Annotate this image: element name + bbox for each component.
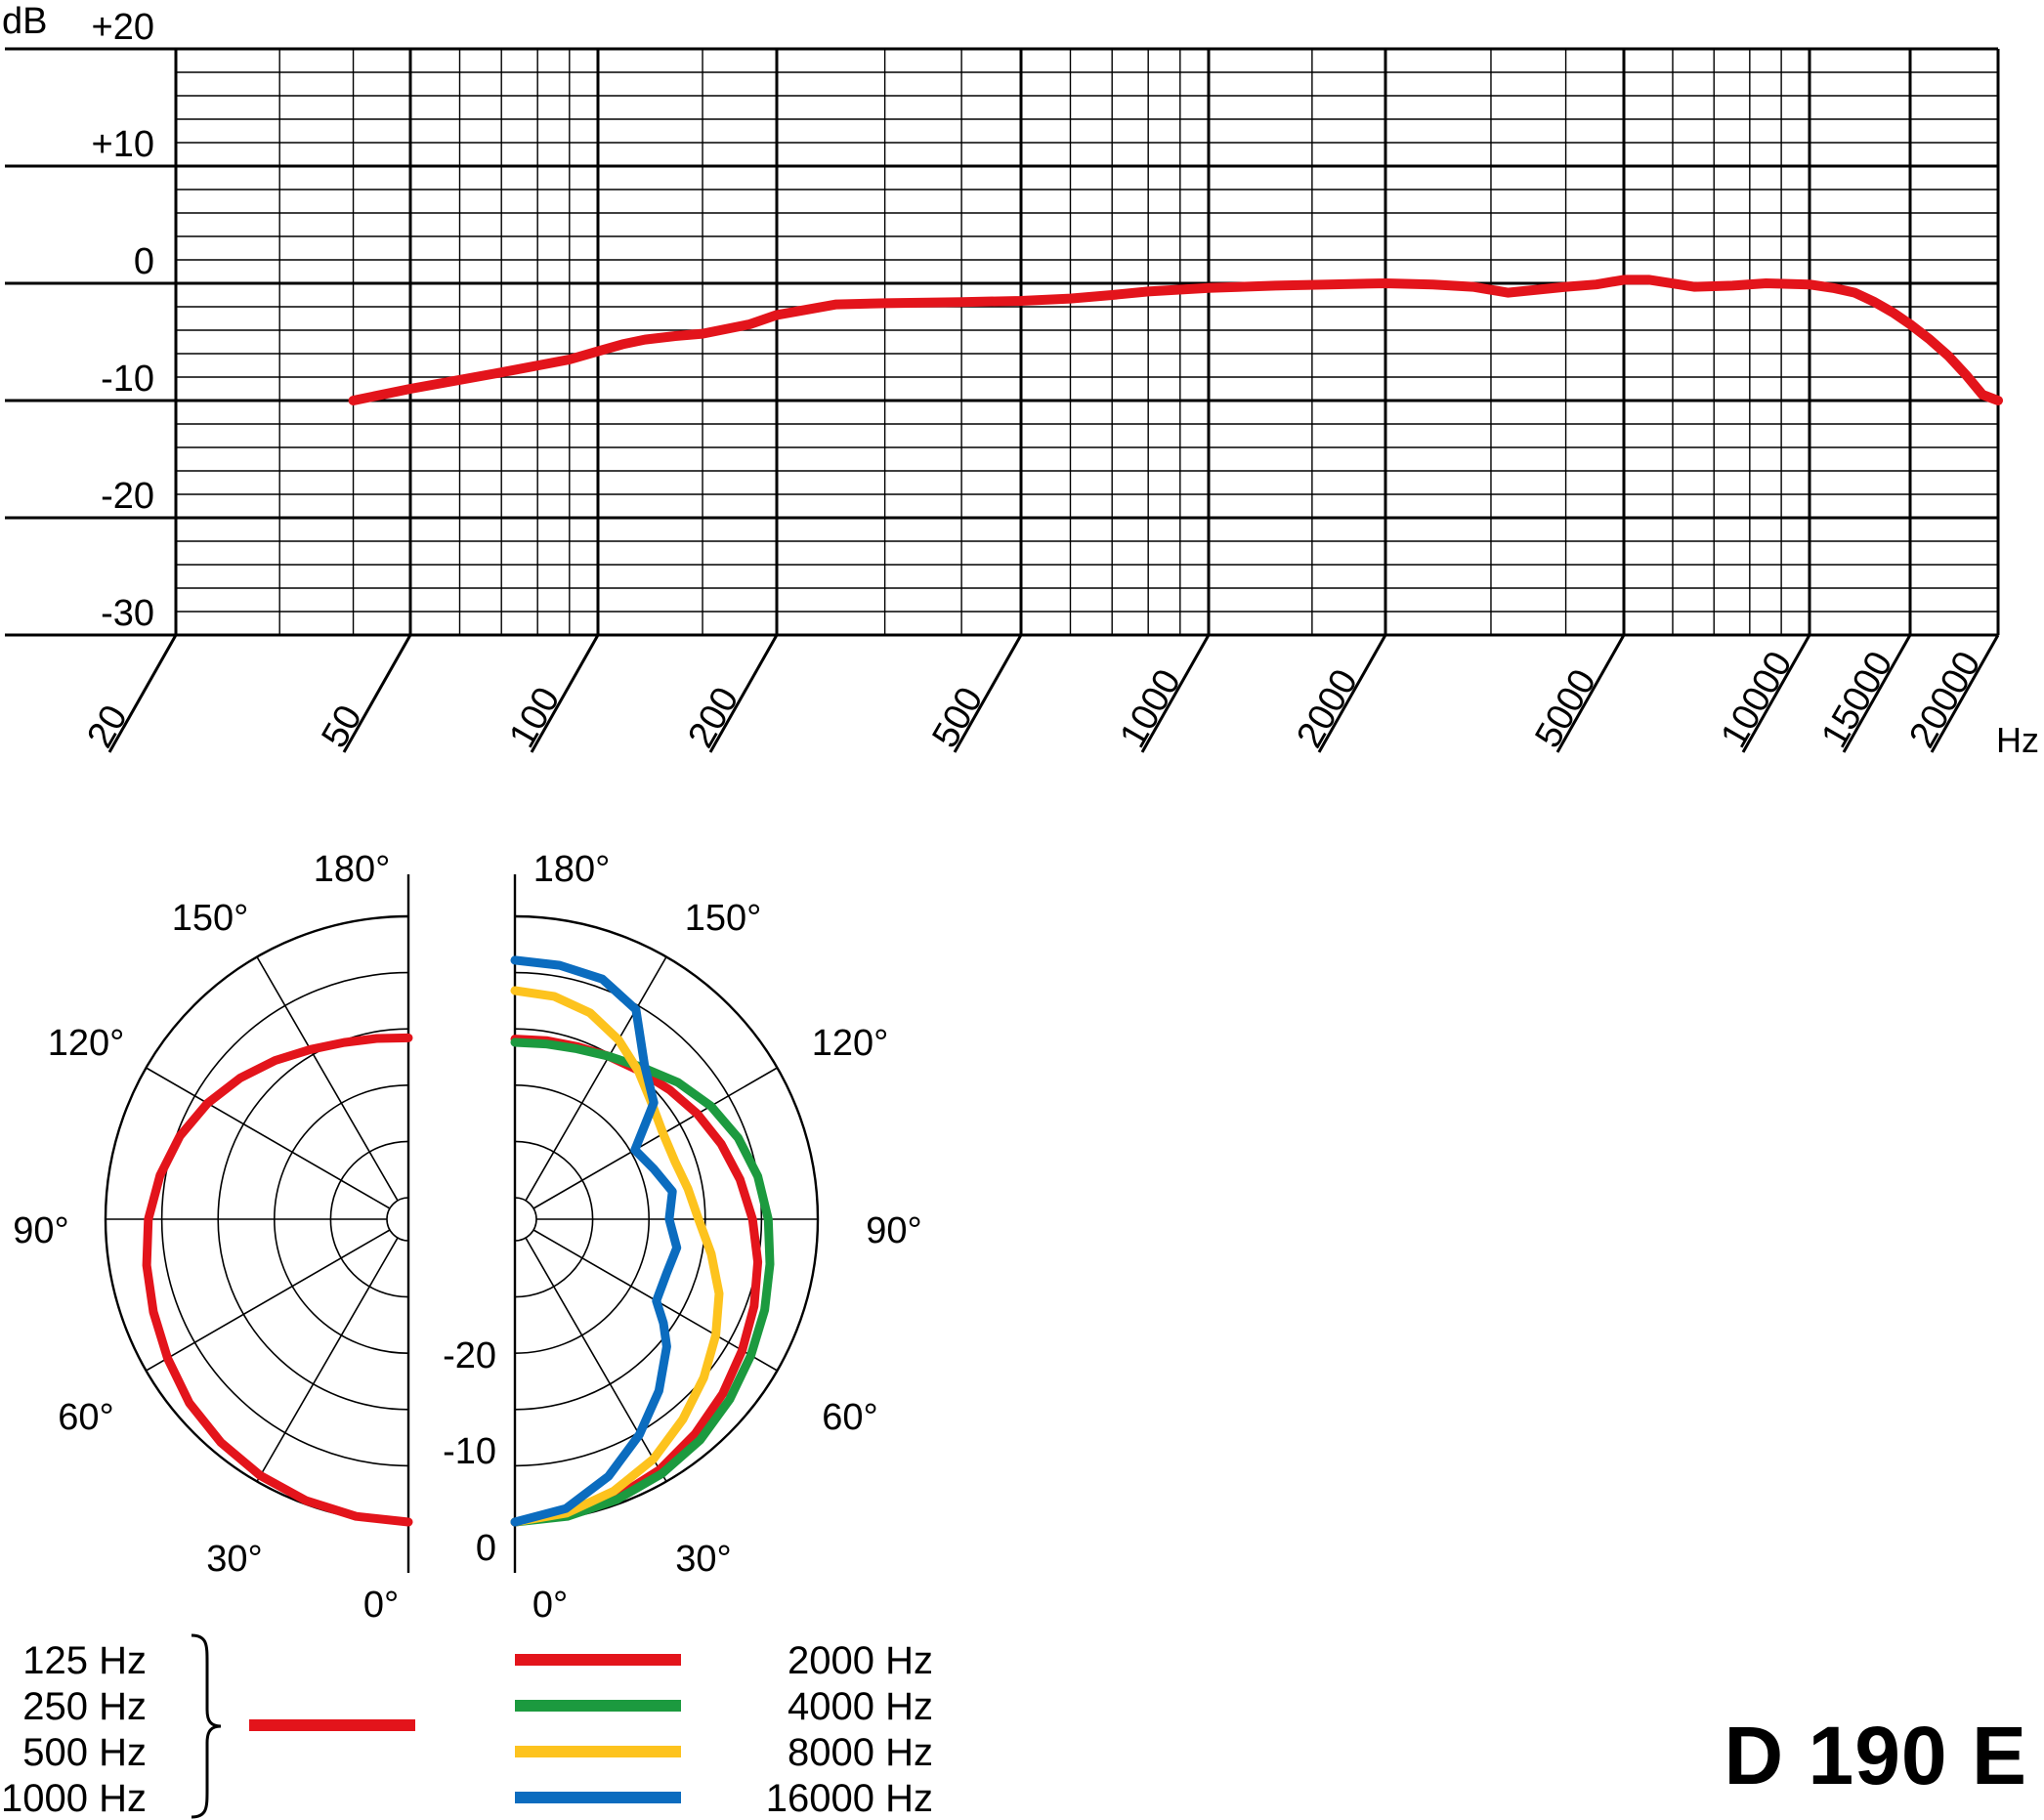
legend-right-label: 2000 Hz (788, 1639, 933, 1682)
y-tick-label: -20 (101, 476, 154, 517)
polar-series-line (142, 1033, 413, 1527)
polar-spoke (532, 1067, 778, 1209)
polar-spoke (146, 1229, 391, 1372)
polar-radial-label: -20 (443, 1335, 496, 1376)
legend-brace (191, 1633, 222, 1819)
polar-angle-label: 0° (363, 1585, 399, 1626)
x-tick-slant (953, 634, 1023, 753)
polar-angle-label: 150° (172, 898, 249, 939)
polar-spoke (256, 1237, 399, 1482)
x-tick-label: 100 (501, 681, 568, 755)
x-tick-slant (1140, 634, 1211, 753)
legend-right-label: 16000 Hz (765, 1777, 933, 1820)
polar-series-line (510, 986, 724, 1527)
frequency-response-curve (348, 275, 2003, 405)
legend-left-label: 125 Hz (22, 1639, 147, 1682)
polar-angle-label: 90° (13, 1210, 68, 1251)
x-tick-label: 10000 (1713, 645, 1800, 755)
polar-angle-label: 60° (58, 1397, 113, 1438)
frequency-response-grid (5, 47, 2000, 753)
polar-angle-label: 90° (866, 1210, 921, 1251)
x-tick-label: 200 (680, 681, 746, 755)
y-tick-label: +10 (92, 124, 154, 165)
legend-line-2000hz (515, 1654, 681, 1666)
x-tick-label: 20 (79, 698, 136, 755)
polar-angle-label: 120° (812, 1023, 889, 1064)
y-tick-label: -10 (101, 359, 154, 400)
legend-left-label: 250 Hz (22, 1685, 147, 1728)
polar-series-line (510, 1035, 763, 1527)
x-tick-slant (342, 634, 412, 753)
legend-left-label: 500 Hz (22, 1731, 147, 1774)
polar-series-line (510, 955, 682, 1527)
polar-radial-label: -10 (443, 1431, 496, 1472)
x-tick-label: 2000 (1289, 662, 1366, 754)
legend-line-4000hz (515, 1700, 681, 1712)
polar-spoke (525, 956, 667, 1202)
legend-line-16000hz (515, 1792, 681, 1803)
polar-angle-label: 60° (822, 1397, 877, 1438)
model-title: D 190 E (1724, 1710, 2027, 1801)
polar-pattern-labels: 180° 150° 120° 90° 60° 30° 0° 180° 150° 120° 90° 60… (13, 849, 921, 1626)
polar-center-hole (514, 1197, 537, 1242)
x-axis-label: Hz (1996, 720, 2039, 760)
x-tick-slant (107, 634, 178, 753)
polar-angle-label: 0° (532, 1585, 568, 1626)
polar-pattern-curves (142, 955, 775, 1527)
x-tick-slant (1842, 634, 1912, 753)
frequency-response-line (348, 275, 2003, 405)
legend-left-label: 1000 Hz (1, 1777, 147, 1820)
x-tick-label: 15000 (1813, 645, 1900, 755)
polar-spoke (525, 1237, 667, 1482)
legend-right-label: 4000 Hz (788, 1685, 933, 1728)
y-tick-label: -30 (101, 593, 154, 634)
x-tick-label: 1000 (1112, 662, 1189, 754)
y-tick-label: +20 (92, 7, 154, 48)
polar-angle-label: 120° (48, 1023, 125, 1064)
x-tick-slant (1555, 634, 1626, 753)
y-tick-label: 0 (134, 241, 154, 282)
polar-spoke (256, 956, 399, 1202)
x-tick-slant (1317, 634, 1387, 753)
x-tick-label: 5000 (1527, 662, 1604, 754)
x-tick-label: 20000 (1901, 645, 1988, 755)
polar-angle-label: 150° (685, 898, 762, 939)
x-tick-slant (708, 634, 779, 753)
y-axis-label: dB (2, 1, 47, 42)
x-tick-slant (1930, 634, 2000, 753)
x-tick-label: 50 (314, 698, 370, 755)
polar-angle-label: 180° (533, 849, 611, 890)
polar-angle-label: 180° (314, 849, 391, 890)
polar-angle-label: 30° (675, 1539, 731, 1580)
polar-center-hole (386, 1197, 409, 1242)
legend-line-low-frequencies (249, 1719, 415, 1731)
polar-spoke (146, 1067, 391, 1209)
x-tick-slant (1741, 634, 1811, 753)
x-tick-slant (530, 634, 600, 753)
polar-angle-label: 30° (206, 1539, 262, 1580)
x-tick-label: 500 (924, 681, 991, 755)
legend-line-8000hz (515, 1746, 681, 1757)
polar-series-line (510, 1037, 775, 1527)
legend-right-label: 8000 Hz (788, 1731, 933, 1774)
polar-radial-label: 0 (476, 1528, 496, 1569)
